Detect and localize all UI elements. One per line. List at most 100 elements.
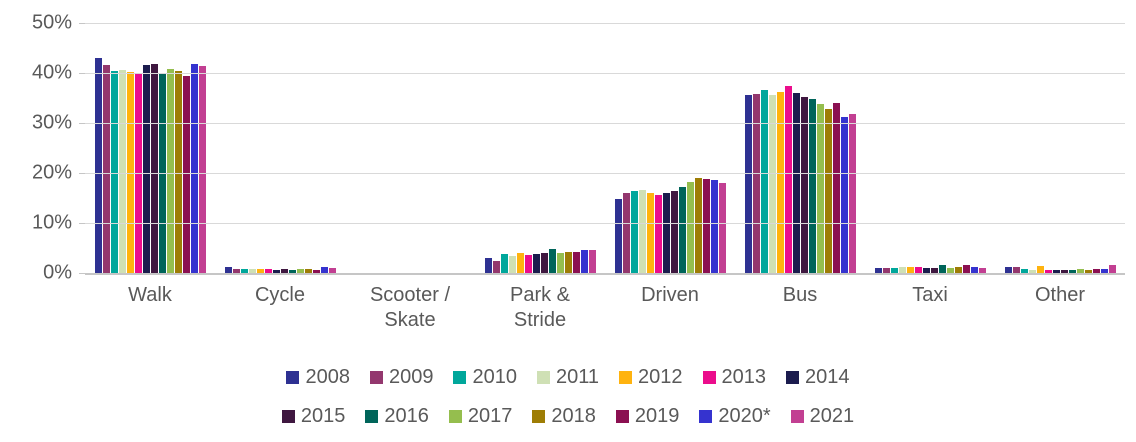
bar (224, 267, 232, 273)
bar (118, 70, 126, 273)
bar (532, 254, 540, 273)
bar (182, 76, 190, 273)
bar (662, 193, 670, 273)
bar (816, 104, 824, 273)
bar (890, 268, 898, 273)
bar (1060, 270, 1068, 273)
bar (1108, 265, 1116, 273)
bar (524, 255, 532, 273)
legend-swatch-icon (453, 371, 467, 384)
y-axis-label: 20% (31, 161, 72, 184)
x-axis-line (85, 273, 1125, 275)
legend-item-2020: 2020* (699, 405, 771, 428)
bar-group-scooter-skate (345, 23, 475, 273)
legend-swatch-icon (281, 410, 295, 423)
bar (978, 268, 986, 273)
plot-area (79, 23, 1125, 275)
bar (832, 103, 840, 273)
gridline (85, 173, 1125, 174)
bar (564, 252, 572, 273)
legend-item-2008: 2008 (286, 366, 350, 389)
bar (882, 268, 890, 273)
bar-group-cycle (215, 23, 345, 273)
legend-label: 2011 (555, 366, 599, 388)
x-axis-label: Cycle (254, 284, 305, 306)
legend-label: 2020* (718, 405, 771, 427)
y-axis-label: 0% (43, 261, 72, 284)
bar (914, 267, 922, 273)
gridline (85, 123, 1125, 124)
bar (800, 97, 808, 273)
legend-label: 2008 (305, 366, 350, 388)
bar-group-taxi (865, 23, 995, 273)
bar-group-other (995, 23, 1125, 273)
x-axis-label: Scooter / Skate (369, 284, 451, 331)
y-axis-label: 10% (31, 211, 72, 234)
bar (1076, 269, 1084, 273)
legend-label: 2018 (551, 405, 596, 427)
bar-group-park-stride (475, 23, 605, 273)
bar (906, 267, 914, 273)
legend-item-2014: 2014 (786, 366, 850, 389)
bar (752, 94, 760, 273)
bar (946, 268, 954, 273)
legend-label: 2021 (809, 405, 855, 427)
bar (922, 268, 930, 273)
bar (580, 250, 588, 273)
bar (898, 267, 906, 273)
legend-item-2018: 2018 (532, 405, 596, 428)
bar (272, 270, 280, 273)
bar (190, 64, 198, 273)
gridline (85, 23, 1125, 24)
legend-label: 2015 (300, 405, 346, 427)
legend-label: 2016 (384, 405, 429, 427)
bar (638, 190, 646, 273)
bar (824, 109, 832, 273)
x-axis-label: Walk (128, 284, 172, 306)
bar (930, 268, 938, 273)
legend-swatch-icon (286, 371, 300, 384)
bar (1092, 269, 1100, 273)
y-axis-tick (79, 173, 85, 174)
bar (1012, 267, 1020, 273)
bar (492, 261, 500, 273)
legend-swatch-icon (619, 371, 632, 384)
gridline (85, 73, 1125, 74)
x-axis-label: Other (1034, 284, 1086, 306)
legend-item-2015: 2015 (281, 405, 346, 428)
legend-swatch-icon (786, 371, 799, 384)
bar (808, 99, 816, 273)
legend-label: 2013 (721, 366, 767, 388)
bar-group-driven (605, 23, 735, 273)
legend-item-2009: 2009 (369, 366, 434, 389)
legend-label: 2009 (388, 366, 434, 388)
legend-item-2013: 2013 (702, 366, 767, 389)
x-axis-label: Park & Stride (509, 284, 571, 331)
bar (710, 180, 718, 273)
bar (198, 66, 206, 273)
bar (1068, 270, 1076, 273)
bar (784, 86, 792, 273)
bar (264, 269, 272, 273)
bar (248, 269, 256, 273)
bar (1028, 270, 1036, 273)
bar (962, 265, 970, 273)
bar (840, 117, 848, 273)
bar (256, 269, 264, 273)
legend-swatch-icon (699, 410, 713, 423)
legend-item-2011: 2011 (536, 366, 599, 389)
legend-swatch-icon (448, 410, 462, 423)
legend-swatch-icon (536, 371, 550, 384)
bar (1044, 270, 1052, 273)
bar (1036, 266, 1044, 273)
bar (126, 72, 134, 273)
bar (678, 187, 686, 273)
bar (694, 178, 702, 273)
bar-groups (85, 23, 1125, 273)
bar (508, 256, 516, 273)
bar (622, 193, 630, 273)
bar (150, 64, 158, 273)
bar (768, 95, 776, 273)
legend-swatch-icon (365, 410, 379, 423)
bar (670, 191, 678, 273)
